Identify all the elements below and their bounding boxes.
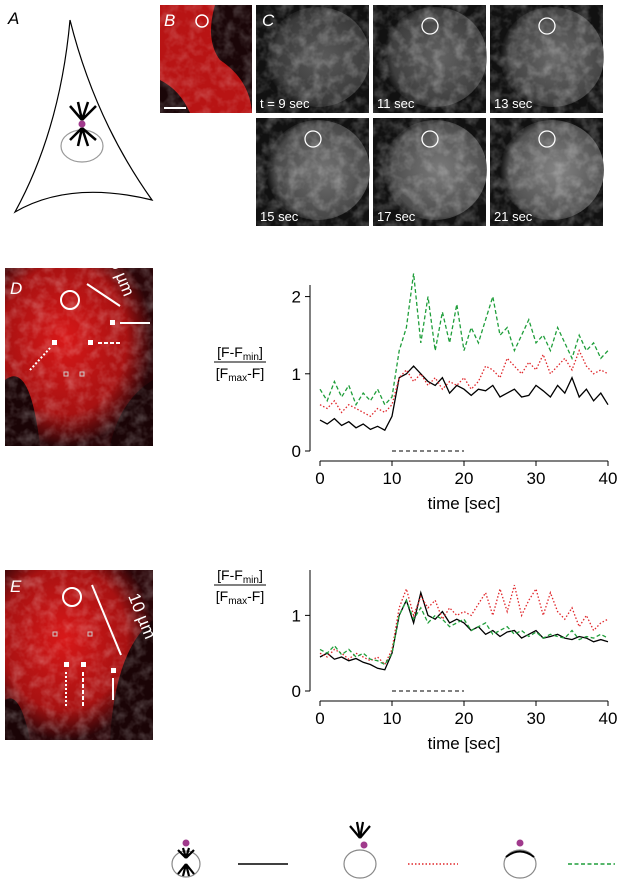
- x-tick-label: 10: [383, 709, 402, 728]
- y-tick-label: 0: [292, 682, 301, 701]
- frame-label: 11 sec: [377, 96, 415, 111]
- y-axis-title-part: max: [228, 373, 247, 384]
- y-axis-title-part: max: [228, 596, 247, 607]
- x-axis-title: time [sec]: [428, 494, 501, 513]
- x-tick-label: 0: [315, 469, 324, 488]
- y-axis-title-part: min: [243, 352, 259, 363]
- frame-label: 13 sec: [494, 96, 533, 111]
- y-axis-title-part: [F: [216, 588, 228, 604]
- y-axis-title-part: ]: [259, 344, 263, 360]
- y-axis-title: [Fmax-F]: [216, 588, 264, 607]
- series-line: [320, 593, 608, 670]
- panel-label: C: [262, 11, 275, 30]
- y-axis-title-part: [F-F: [217, 344, 243, 360]
- x-tick-label: 20: [455, 469, 474, 488]
- y-axis-title: [Fmax-F]: [216, 365, 264, 384]
- series-line: [320, 366, 608, 430]
- frame-label: t = 9 sec: [260, 96, 310, 111]
- y-axis-title-part: ]: [259, 567, 263, 583]
- frame-label: 17 sec: [377, 209, 416, 224]
- y-axis-title: [F-Fmin]: [217, 344, 263, 363]
- y-axis-title-part: -F]: [247, 365, 264, 381]
- y-tick-label: 0: [292, 442, 301, 461]
- figure: t = 9 sec11 sec13 sec15 sec17 sec21 sec …: [0, 0, 620, 885]
- y-axis-title-part: [F-F: [217, 567, 243, 583]
- panel-label: E: [10, 577, 22, 596]
- series-line: [320, 600, 608, 664]
- page: t = 9 sec11 sec13 sec15 sec17 sec21 sec …: [0, 0, 620, 885]
- series-line: [320, 585, 608, 664]
- cell-diagram: [15, 20, 152, 212]
- panel-label: D: [10, 279, 22, 298]
- frame-label: 21 sec: [494, 209, 533, 224]
- x-tick-label: 40: [599, 469, 618, 488]
- y-axis-title-part: min: [243, 575, 259, 586]
- x-tick-label: 10: [383, 469, 402, 488]
- y-tick-label: 1: [292, 365, 301, 384]
- x-axis-title: time [sec]: [428, 734, 501, 753]
- x-tick-label: 30: [527, 469, 546, 488]
- frame-label: 15 sec: [260, 209, 299, 224]
- y-tick-label: 1: [292, 606, 301, 625]
- y-tick-label: 2: [292, 288, 301, 307]
- y-axis-title-part: [F: [216, 365, 228, 381]
- x-tick-label: 40: [599, 709, 618, 728]
- y-axis-title: [F-Fmin]: [217, 567, 263, 586]
- legend-icons: [172, 822, 536, 878]
- series-line: [320, 351, 608, 417]
- x-tick-label: 30: [527, 709, 546, 728]
- panel-label: A: [7, 9, 19, 28]
- panel-label: B: [164, 11, 175, 30]
- x-tick-label: 0: [315, 709, 324, 728]
- y-axis-title-part: -F]: [247, 588, 264, 604]
- series-line: [320, 273, 608, 404]
- x-tick-label: 20: [455, 709, 474, 728]
